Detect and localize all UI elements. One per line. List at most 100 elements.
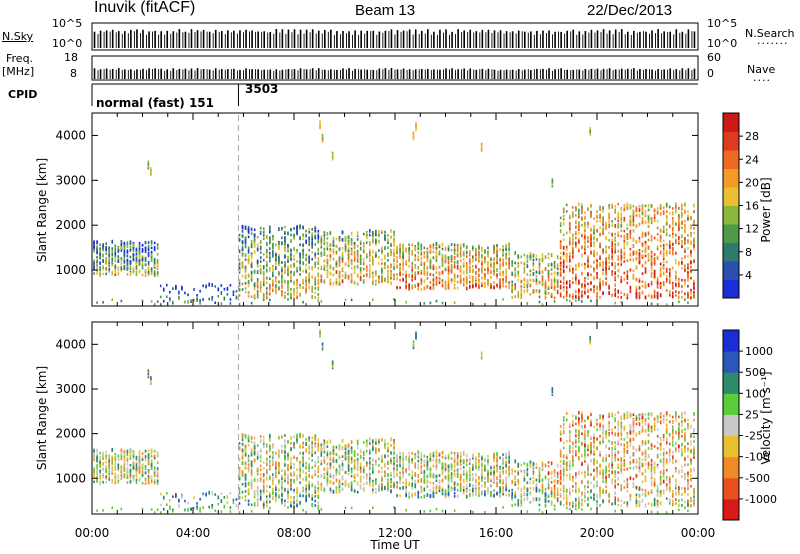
- power-cell: [644, 211, 647, 214]
- power-cell: [638, 260, 641, 264]
- power-cell: [269, 283, 271, 287]
- power-cell: [553, 260, 556, 264]
- power-cell: [399, 266, 401, 270]
- power-cell: [544, 288, 547, 292]
- power-cell: [641, 217, 644, 221]
- power-cell: [693, 222, 695, 225]
- power-cell: [581, 285, 583, 289]
- power-cell: [138, 256, 141, 260]
- power-cell: [138, 250, 141, 253]
- power-cell: [484, 281, 486, 285]
- power-cell: [293, 258, 295, 261]
- power-cell: [635, 257, 638, 261]
- power-cell: [381, 246, 383, 250]
- power-cell: [311, 289, 314, 292]
- power-cell: [335, 281, 338, 284]
- power-cell: [256, 278, 259, 281]
- power-cell: [126, 242, 129, 246]
- power-cell: [499, 267, 501, 270]
- power-cell: [541, 257, 544, 261]
- power-cell: [505, 280, 507, 284]
- power-cell: [653, 216, 656, 219]
- power-cell: [393, 276, 395, 280]
- power-cell: [368, 250, 371, 254]
- power-cell: [502, 253, 504, 257]
- power-cell: [372, 236, 374, 240]
- power-cell: [614, 276, 617, 279]
- power-cell: [453, 274, 456, 278]
- power-cell: [490, 264, 492, 267]
- power-cell: [459, 244, 462, 248]
- power-cell: [544, 255, 547, 258]
- power-cell: [620, 212, 623, 216]
- power-cell: [647, 232, 650, 236]
- power-cell: [456, 265, 459, 269]
- power-cell: [284, 294, 286, 298]
- power-cell: [626, 259, 629, 263]
- power-cell: [662, 266, 665, 269]
- power-cell: [317, 286, 320, 290]
- power-cell: [302, 249, 304, 252]
- power-cell: [368, 272, 371, 276]
- power-cell: [332, 282, 335, 286]
- power-cell: [153, 271, 156, 275]
- power-cell: [338, 248, 341, 252]
- power-cell: [541, 271, 544, 275]
- power-cell: [350, 280, 353, 284]
- power-cell: [317, 233, 320, 236]
- power-cell: [438, 266, 441, 269]
- power-cell: [411, 274, 414, 277]
- power-cell: [453, 286, 456, 290]
- power-cell: [238, 279, 241, 282]
- power-cell: [319, 126, 321, 130]
- power-cell: [644, 234, 647, 237]
- power-cell: [435, 271, 438, 274]
- power-cell: [505, 268, 507, 272]
- power-cell: [632, 257, 635, 261]
- power-cell: [565, 210, 568, 213]
- power-cell: [314, 262, 317, 266]
- power-cell: [372, 256, 374, 260]
- power-cell: [387, 278, 389, 282]
- power-cell: [411, 249, 414, 253]
- power-cell: [444, 283, 447, 286]
- power-cell: [665, 253, 668, 257]
- power-cell: [480, 144, 483, 147]
- power-cell: [472, 269, 474, 272]
- power-cell: [269, 256, 271, 260]
- power-cell: [262, 234, 265, 237]
- power-cell: [326, 268, 329, 271]
- power-cell: [626, 294, 629, 297]
- power-cell: [684, 240, 686, 243]
- power-cell: [359, 254, 362, 258]
- power-cell: [468, 270, 471, 274]
- power-cell: [581, 234, 583, 237]
- power-cell: [384, 234, 386, 237]
- power-cell: [556, 271, 559, 275]
- power-cell: [572, 241, 574, 244]
- power-cell: [414, 244, 417, 248]
- power-cell: [584, 217, 586, 220]
- power-cell: [299, 294, 301, 297]
- power-cell: [359, 270, 362, 274]
- power-cell: [426, 247, 429, 251]
- power-cell: [272, 289, 274, 293]
- power-cell: [244, 244, 247, 247]
- power-cell: [335, 237, 338, 241]
- power-cell: [244, 287, 247, 290]
- power-cell: [405, 261, 407, 264]
- power-cell: [559, 284, 562, 288]
- power-cell: [278, 271, 280, 274]
- power-cell: [568, 285, 571, 289]
- power-cell: [350, 279, 353, 283]
- power-cell: [496, 244, 498, 247]
- power-cells: [93, 115, 695, 306]
- power-cell: [599, 208, 601, 212]
- power-cell: [605, 262, 607, 265]
- power-cell: [365, 272, 368, 276]
- power-cell: [402, 277, 404, 281]
- power-cell: [641, 243, 644, 247]
- power-cell: [111, 261, 114, 265]
- power-cell: [629, 219, 632, 223]
- power-cell: [256, 295, 259, 299]
